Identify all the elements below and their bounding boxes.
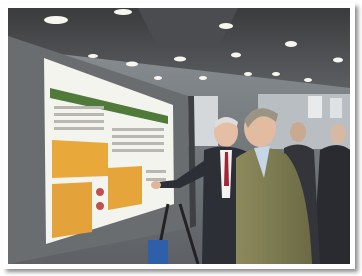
photo: [0, 0, 362, 276]
photo-content: [8, 8, 350, 264]
page: [0, 0, 362, 276]
